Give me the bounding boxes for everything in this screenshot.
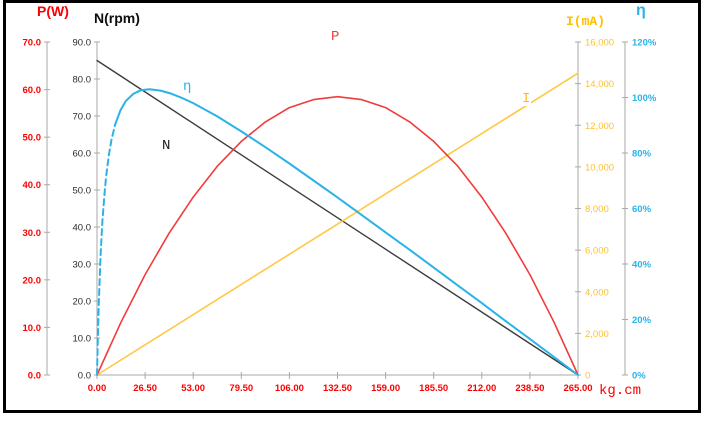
axis-I-tick-label: 12,000 (585, 121, 614, 132)
axis-eta-tick-label: 80% (632, 149, 652, 160)
x-axis-unit-label: kg.cm (599, 383, 642, 399)
axis-x-tick-label: 79.50 (229, 383, 253, 394)
axis-N: 0.0 10.0 20.0 30.0 40.0 50.0 60.0 70.0 80.0 90.0 (73, 38, 100, 382)
axis-I-tick-label: 2,000 (585, 329, 609, 340)
series-I-path (96, 72, 579, 376)
axis-I-tick-label: 8,000 (585, 204, 609, 215)
axis-I-tick-label: 4,000 (585, 287, 609, 298)
axis-P-tick-label: 40.0 (23, 180, 42, 191)
axis-N-tick-label: 70.0 (73, 112, 92, 123)
axis-eta-tick-label: 120% (632, 38, 657, 49)
axis-I-tick-label: 6,000 (585, 246, 609, 257)
axis-I-tick-label: 10,000 (585, 162, 614, 173)
curve-label-power: P (331, 29, 340, 45)
axis-eta-tick-label: 60% (632, 204, 652, 215)
series-eta-path-dashed (96, 123, 117, 376)
axis-x-tick-label: 212.00 (467, 383, 496, 394)
axis-eta-tick-label: 100% (632, 93, 657, 104)
p-axis-title: P(W) (37, 3, 69, 19)
curve-label-efficiency: η (183, 79, 192, 95)
axis-N-tick-label: 0.0 (78, 371, 91, 382)
series-eta-path (114, 88, 579, 376)
axis-eta: 0% 20% 40% 60% 80% 100% 120% (622, 38, 657, 382)
axis-N-tick-label: 30.0 (73, 260, 92, 271)
axis-N-tick-label: 10.0 (73, 334, 92, 345)
axis-P-tick-label: 30.0 (23, 228, 42, 239)
axis-P-tick-label: 70.0 (23, 38, 42, 49)
axis-N-tick-label: 90.0 (73, 38, 92, 49)
axis-N-tick-label: 60.0 (73, 149, 92, 160)
axis-I: 0 2,000 4,000 6,000 8,000 10,000 12,000 14,000 1… (575, 38, 614, 382)
axis-x-tick-label: 265.00 (563, 383, 592, 394)
axis-N-tick-label: 40.0 (73, 223, 92, 234)
axis-I-tick-label: 14,000 (585, 79, 614, 90)
axis-eta-tick-label: 0% (632, 371, 646, 382)
axis-N-tick-label: 80.0 (73, 75, 92, 86)
axis-x-tick-label: 26.50 (133, 383, 157, 394)
axis-x-tick-label: 106.00 (275, 383, 304, 394)
axis-x-tick-label: 185.50 (419, 383, 448, 394)
i-axis-title: I(mA) (566, 14, 606, 29)
axis-x-tick-label: 159.00 (371, 383, 400, 394)
axis-x-tick-label: 0.00 (88, 383, 107, 394)
curve-label-speed: N (162, 138, 171, 154)
axis-N-tick-label: 50.0 (73, 186, 92, 197)
axis-P-tick-label: 10.0 (23, 323, 42, 334)
axis-x-tick-label: 132.50 (323, 383, 352, 394)
axis-x: 0.00 26.50 53.00 79.50 106.00 132.50 159.00 185… (88, 372, 593, 394)
axis-P-tick-label: 0.0 (28, 371, 41, 382)
eta-axis-title: η (636, 2, 646, 19)
axis-x-tick-label: 53.00 (181, 383, 205, 394)
n-axis-title: N(rpm) (94, 10, 140, 26)
axis-eta-tick-label: 40% (632, 260, 652, 271)
axis-x-tick-label: 238.50 (515, 383, 544, 394)
axis-P-tick-label: 60.0 (23, 85, 42, 96)
axis-P-tick-label: 50.0 (23, 133, 42, 144)
curve-label-current: I (521, 91, 532, 107)
chart-frame (3, 0, 701, 413)
axis-I-tick-label: 16,000 (585, 38, 614, 49)
axis-I-tick-label: 0 (585, 371, 590, 382)
series-N-path (96, 59, 579, 376)
axis-eta-tick-label: 20% (632, 315, 652, 326)
axis-P: 0.0 10.0 20.0 30.0 40.0 50.0 60.0 70.0 (23, 38, 50, 382)
axis-N-tick-label: 20.0 (73, 297, 92, 308)
axis-P-tick-label: 20.0 (23, 275, 42, 286)
series-P-path (96, 95, 579, 376)
